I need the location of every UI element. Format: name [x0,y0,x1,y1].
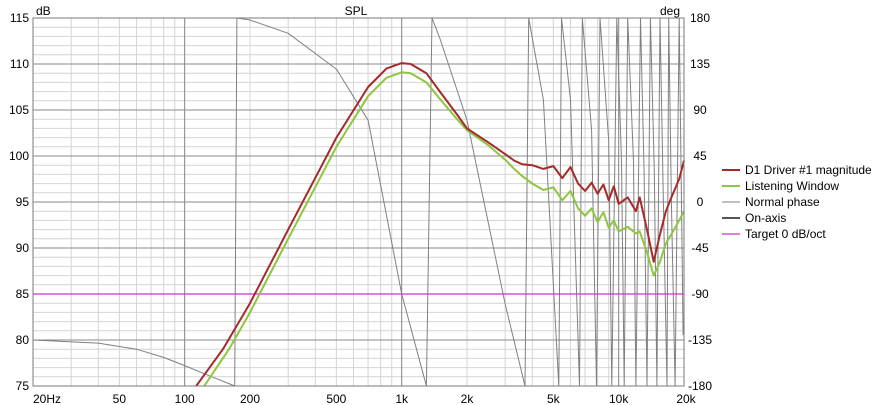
y2-tick-label: -90 [691,287,709,301]
y-tick-label: 85 [16,287,30,301]
y-tick-label: 105 [9,103,29,117]
x-tick-label: 1k [395,392,409,405]
y-axis-unit: dB [36,4,51,18]
series-line-listening-window [203,71,685,387]
y2-tick-label: 0 [697,195,704,209]
y-tick-label: 75 [16,379,30,393]
y2-tick-label: 45 [693,149,707,163]
x-tick-label: 5k [547,392,561,405]
legend-entry: Normal phase [745,195,820,209]
plot-frame [32,17,685,387]
x-tick-label: 50 [113,392,127,405]
y2-axis-tick-labels: -180 -135 -90 -45 0 45 90 135 180 [688,11,712,393]
x-tick-label: 200 [240,392,260,405]
x-tick-label: 10k [609,392,629,405]
y2-tick-label: -135 [688,333,712,347]
legend-entry: D1 Driver #1 magnitude [745,163,872,177]
x-tick-label: 100 [175,392,195,405]
x-tick-label: 500 [326,392,346,405]
series-line-d1-driver-1-magnitude [195,62,685,387]
legend-entry: On-axis [745,211,786,225]
y-tick-label: 80 [16,333,30,347]
legend: D1 Driver #1 magnitude Listening Window No… [722,163,872,241]
y2-tick-label: 180 [690,11,710,25]
x-axis-tick-labels: 20Hz 50 100 200 500 1k 2k 5k 10k 20k [33,392,697,405]
legend-entry: Listening Window [745,179,839,193]
y-tick-label: 90 [16,241,30,255]
legend-entry: Target 0 dB/oct [745,227,826,241]
y2-tick-label: -180 [688,379,712,393]
y2-tick-label: 135 [690,57,710,71]
y2-axis-unit: deg [660,4,680,18]
y-tick-label: 95 [16,195,30,209]
y-axis-tick-labels: 75 80 85 90 95 100 105 110 115 [9,11,29,393]
x-tick-label: 20Hz [33,392,61,405]
y-tick-label: 115 [10,11,29,25]
y-tick-label: 100 [9,149,29,163]
x-tick-label: 2k [461,392,475,405]
x-tick-label: 20k [676,392,696,405]
chart-title: SPL [345,4,368,18]
y2-tick-label: 90 [693,103,707,117]
y-tick-label: 110 [10,57,29,71]
series-layer [32,17,685,387]
y2-tick-label: -45 [691,241,709,255]
